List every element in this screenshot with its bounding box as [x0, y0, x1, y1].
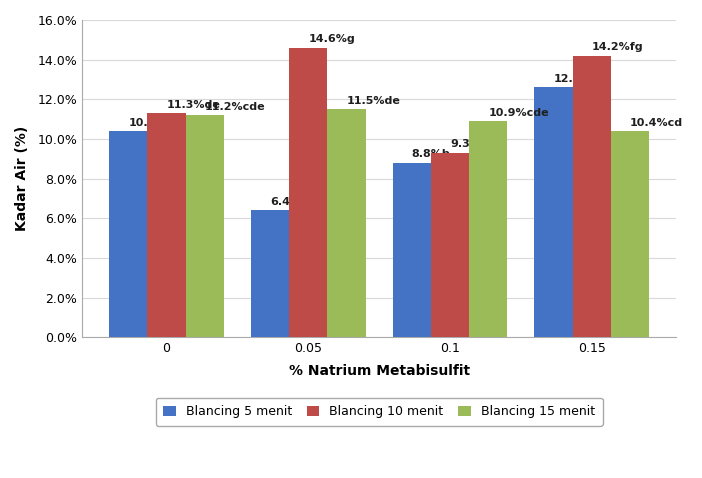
Text: 10.4%cd: 10.4%cd — [630, 118, 683, 128]
Text: 14.6%g: 14.6%g — [308, 34, 355, 44]
Bar — [327, 109, 366, 337]
Bar — [431, 153, 469, 337]
Text: 10.4%cd: 10.4%cd — [128, 118, 181, 128]
Bar — [534, 87, 573, 337]
Bar — [289, 48, 327, 337]
Legend: Blancing 5 menit, Blancing 10 menit, Blancing 15 menit: Blancing 5 menit, Blancing 10 menit, Bla… — [156, 398, 602, 426]
Bar — [573, 56, 611, 337]
Bar — [392, 163, 431, 337]
Text: 14.2%fg: 14.2%fg — [592, 42, 643, 52]
Bar — [147, 113, 185, 337]
Text: 6.4%a: 6.4%a — [270, 197, 309, 207]
Text: 11.5%de: 11.5%de — [347, 96, 400, 106]
Text: 8.8%b: 8.8%b — [411, 149, 451, 159]
Text: 9.3%bc: 9.3%bc — [450, 140, 496, 150]
Bar — [185, 115, 224, 337]
X-axis label: % Natrium Metabisulfit: % Natrium Metabisulfit — [289, 364, 470, 378]
Bar — [469, 121, 508, 337]
Text: 11.3%de: 11.3%de — [166, 100, 220, 109]
Y-axis label: Kadar Air (%): Kadar Air (%) — [15, 126, 29, 231]
Bar — [109, 131, 147, 337]
Text: 11.2%cde: 11.2%cde — [205, 102, 265, 112]
Text: 12.6%ef: 12.6%ef — [553, 74, 604, 84]
Text: 10.9%cde: 10.9%cde — [489, 108, 549, 118]
Bar — [251, 210, 289, 337]
Bar — [611, 131, 649, 337]
